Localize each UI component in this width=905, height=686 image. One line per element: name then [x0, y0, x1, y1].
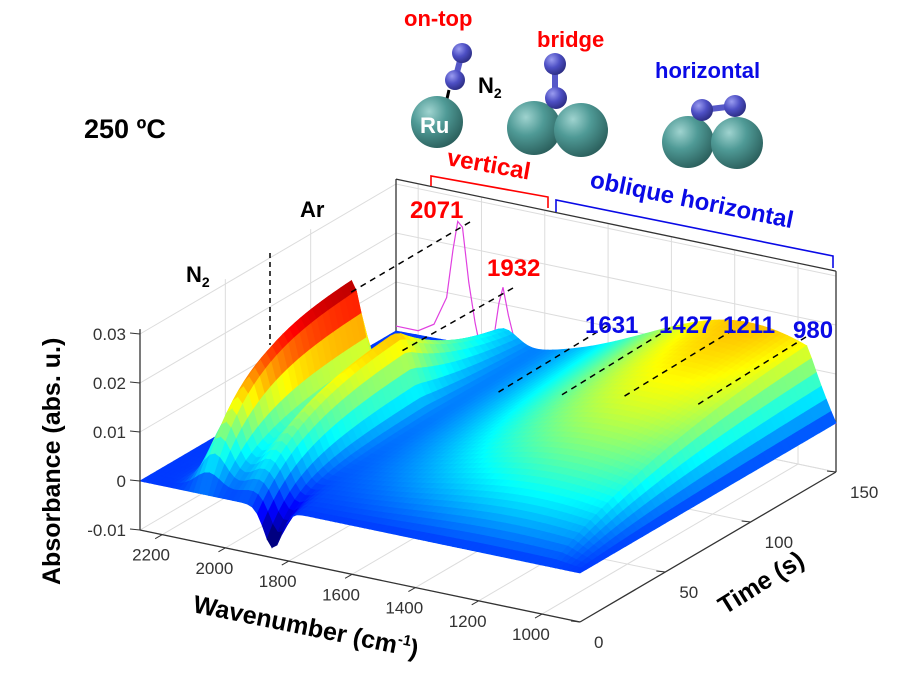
ru-atom — [711, 117, 763, 169]
y-tick-label: 0 — [594, 633, 603, 652]
bridge-molecule — [507, 53, 608, 157]
y-tick-mark — [826, 470, 837, 473]
z-tick-mark — [129, 381, 141, 384]
n-atom — [445, 70, 465, 90]
z-tick-label: -0.01 — [87, 521, 126, 540]
x-tick-label: 1800 — [259, 572, 297, 591]
y-axis-label: Time (s) — [713, 546, 809, 620]
x-tick-label: 2200 — [132, 546, 170, 565]
z-tick-label: 0.02 — [93, 374, 126, 393]
z-tick-label: 0 — [117, 472, 126, 491]
x-tick-mark — [471, 600, 479, 606]
y-tick-label: 150 — [850, 483, 878, 502]
peak-label: 2071 — [410, 197, 463, 224]
horizontal-molecule — [662, 95, 763, 169]
peak-label: 980 — [793, 317, 833, 344]
peak-label: 1631 — [585, 312, 638, 339]
n2-gas-label: N2 — [186, 262, 210, 290]
z-tick-mark — [129, 430, 141, 433]
x-tick-mark — [534, 613, 543, 619]
n-atom — [724, 95, 746, 117]
x-tick-label: 1400 — [385, 599, 423, 618]
ru-atom — [554, 103, 608, 157]
peak-label: 1211 — [723, 312, 775, 339]
temperature-title: 250 ºC — [84, 114, 166, 144]
x-tick-mark — [218, 547, 226, 553]
n-atom — [452, 43, 472, 63]
x-tick-mark — [344, 573, 353, 579]
x-tick-label: 1200 — [449, 612, 487, 631]
bridge-label: bridge — [537, 27, 604, 52]
ar-label: Ar — [300, 197, 325, 222]
n-atom — [691, 99, 713, 121]
z-tick-mark — [129, 528, 141, 531]
ru-atom — [507, 101, 561, 155]
n2-label: N2 — [478, 73, 502, 101]
y-tick-mark — [656, 570, 666, 573]
oblique-horizontal-label: oblique horizontal — [588, 166, 796, 234]
x-tick-mark — [154, 534, 163, 540]
horizontal-label: horizontal — [655, 58, 760, 83]
z-tick-mark — [129, 332, 141, 335]
z-tick-label: 0.03 — [93, 325, 126, 344]
box-edge — [395, 178, 837, 272]
z-tick-mark — [129, 479, 141, 482]
x-tick-label: 2000 — [195, 559, 233, 578]
x-tick-label: 1600 — [322, 585, 360, 604]
ru-label: Ru — [420, 113, 449, 138]
x-tick-mark — [408, 587, 416, 593]
x-tick-label: 1000 — [512, 625, 550, 644]
z-axis-label: Absorbance (abs. u.) — [38, 338, 66, 585]
peak-label: 1932 — [487, 255, 540, 282]
surface-mesh — [138, 279, 837, 574]
n-atom — [545, 87, 567, 109]
peak-label: 1427 — [659, 312, 712, 339]
n-atom — [544, 53, 566, 75]
ru-atom — [662, 116, 714, 168]
on-top-label: on-top — [404, 6, 472, 31]
z-tick-label: 0.01 — [93, 423, 126, 442]
x-tick-mark — [281, 560, 290, 566]
y-tick-mark — [741, 520, 751, 523]
y-tick-label: 50 — [679, 583, 698, 602]
